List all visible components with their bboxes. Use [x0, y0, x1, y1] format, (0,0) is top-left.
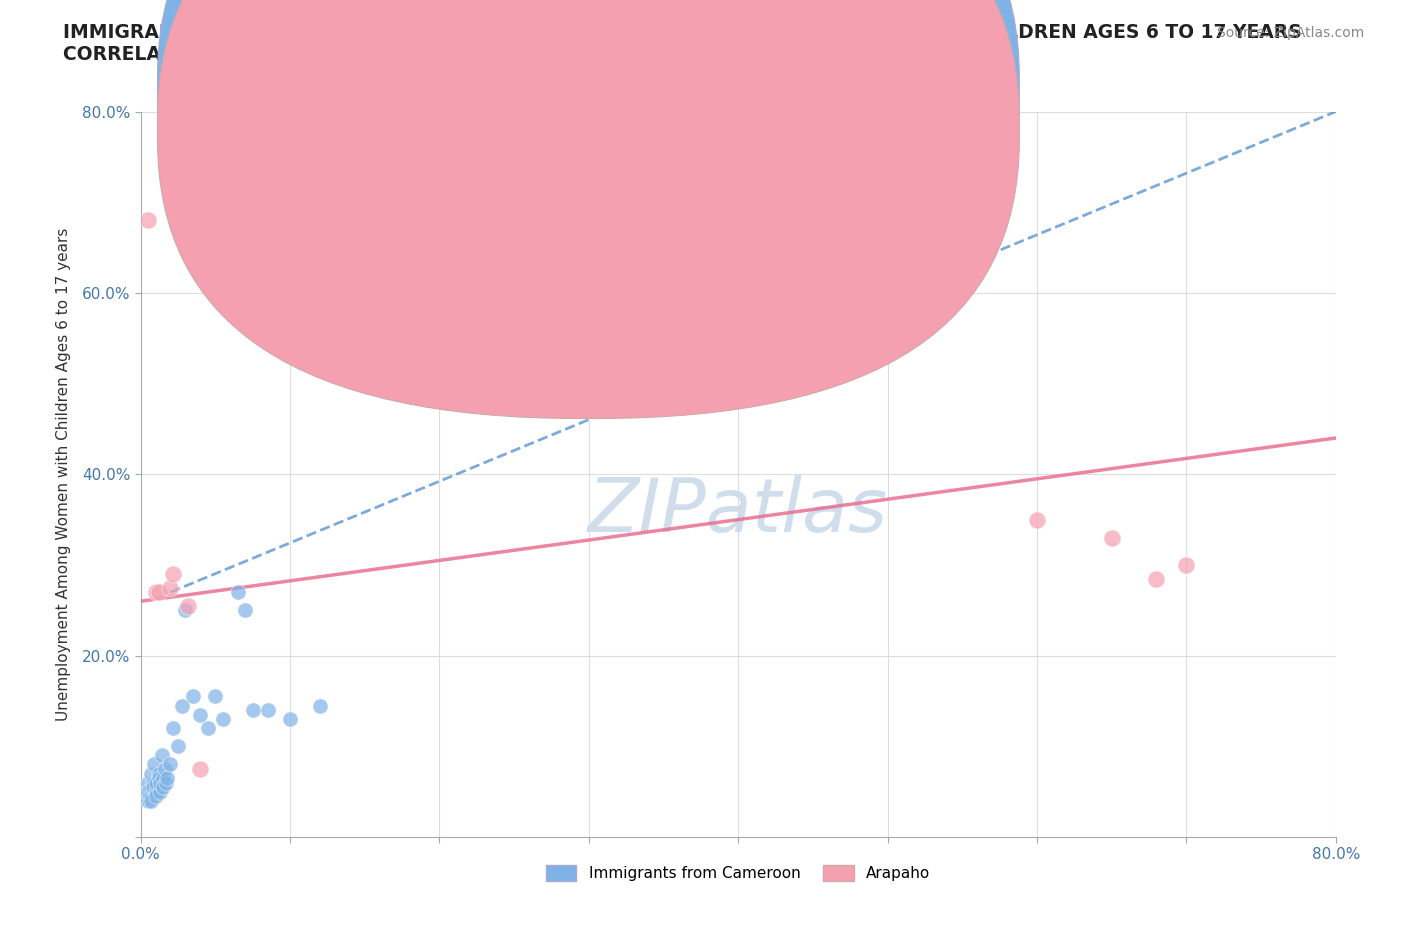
Point: [181, 689, 204, 704]
Point: [162, 721, 184, 736]
Text: ZIPatlas: ZIPatlas: [588, 474, 889, 547]
Point: [145, 784, 167, 799]
Point: [256, 703, 278, 718]
Point: [172, 698, 194, 713]
Point: [950, 259, 973, 273]
Text: 0.387: 0.387: [636, 78, 688, 97]
Point: [139, 793, 162, 808]
Point: [204, 689, 226, 704]
Point: [136, 213, 159, 228]
Point: [1175, 558, 1198, 573]
Point: [211, 711, 233, 726]
Point: [188, 707, 212, 722]
Point: [148, 585, 170, 600]
Point: [145, 585, 167, 600]
Point: [145, 789, 167, 804]
Point: [278, 711, 301, 726]
Text: N =: N =: [689, 120, 737, 139]
Point: [167, 738, 190, 753]
Point: [155, 776, 177, 790]
Point: [141, 779, 163, 794]
Point: [159, 757, 181, 772]
Point: [233, 603, 256, 618]
Point: [1026, 512, 1049, 527]
Point: [149, 776, 172, 790]
Text: R =: R =: [607, 78, 644, 97]
Point: [148, 766, 170, 781]
Point: [143, 757, 166, 772]
Point: [219, 303, 242, 318]
Legend: Immigrants from Cameroon, Arapaho: Immigrants from Cameroon, Arapaho: [540, 859, 936, 887]
Point: [1146, 571, 1168, 586]
Text: 38: 38: [731, 78, 754, 97]
Point: [174, 603, 197, 618]
Point: [136, 784, 159, 799]
Point: [149, 784, 172, 799]
Point: [177, 598, 200, 613]
Point: [139, 766, 162, 781]
Point: [136, 776, 159, 790]
Point: [148, 771, 170, 786]
Point: [153, 762, 176, 777]
Y-axis label: Unemployment Among Women with Children Ages 6 to 17 years: Unemployment Among Women with Children A…: [56, 228, 70, 721]
Point: [188, 762, 212, 777]
Point: [145, 776, 167, 790]
Text: R =: R =: [607, 120, 644, 139]
Text: N =: N =: [689, 78, 737, 97]
Text: CORRELATION CHART: CORRELATION CHART: [63, 45, 288, 63]
Point: [242, 703, 264, 718]
Point: [152, 779, 174, 794]
Text: Source: ZipAtlas.com: Source: ZipAtlas.com: [1216, 26, 1364, 40]
Point: [141, 776, 163, 790]
Point: [159, 580, 181, 595]
Text: 12: 12: [731, 120, 754, 139]
Text: 0.375: 0.375: [636, 120, 688, 139]
Point: [197, 721, 219, 736]
Point: [226, 585, 249, 600]
Point: [150, 748, 173, 763]
Point: [152, 771, 174, 786]
Point: [309, 698, 332, 713]
Point: [156, 771, 179, 786]
Point: [136, 793, 159, 808]
Point: [1101, 530, 1123, 545]
Text: IMMIGRANTS FROM CAMEROON VS ARAPAHO UNEMPLOYMENT AMONG WOMEN WITH CHILDREN AGES : IMMIGRANTS FROM CAMEROON VS ARAPAHO UNEM…: [63, 23, 1302, 42]
Point: [162, 566, 184, 581]
